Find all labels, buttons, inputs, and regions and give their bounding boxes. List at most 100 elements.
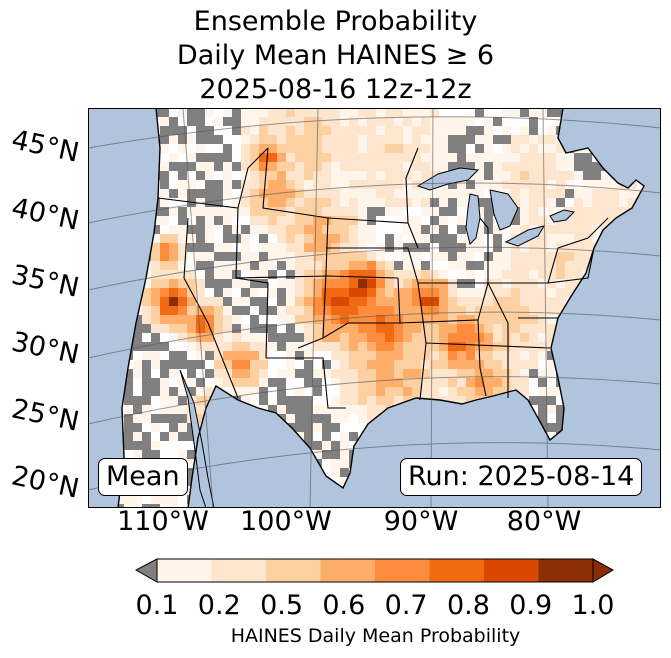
probability-cell (538, 126, 547, 135)
probability-cell (358, 144, 367, 153)
probability-cell (322, 153, 331, 162)
probability-cell (340, 270, 349, 279)
probability-cell (313, 234, 322, 243)
probability-cell (304, 279, 313, 288)
probability-cell (331, 189, 340, 198)
probability-cell (376, 180, 385, 189)
probability-cell (241, 252, 250, 261)
probability-cell (358, 306, 367, 315)
probability-cell (457, 216, 466, 225)
colorbar-over-triangle (592, 558, 615, 583)
probability-cell (529, 144, 538, 153)
probability-cell (313, 171, 322, 180)
probability-cell (475, 324, 484, 333)
colorbar (135, 558, 615, 583)
probability-cell (151, 423, 160, 432)
probability-cell (187, 324, 196, 333)
probability-cell (421, 117, 430, 126)
probability-cell (169, 297, 178, 306)
probability-cell (511, 306, 520, 315)
probability-cell (178, 297, 187, 306)
probability-cell (241, 162, 250, 171)
probability-cell (349, 342, 358, 351)
probability-cell (502, 162, 511, 171)
probability-cell (268, 144, 277, 153)
probability-cell (205, 162, 214, 171)
probability-cell (358, 180, 367, 189)
probability-cell (538, 261, 547, 270)
probability-cell (331, 162, 340, 171)
probability-cell (466, 378, 475, 387)
probability-cell (349, 225, 358, 234)
probability-cell (151, 396, 160, 405)
probability-cell (241, 153, 250, 162)
probability-cell (430, 108, 439, 117)
probability-cell (520, 360, 529, 369)
probability-cell (160, 306, 169, 315)
probability-cell (448, 324, 457, 333)
probability-cell (340, 189, 349, 198)
probability-cell (322, 144, 331, 153)
probability-cell (304, 180, 313, 189)
probability-cell (538, 216, 547, 225)
probability-cell (286, 126, 295, 135)
probability-cell (178, 180, 187, 189)
probability-cell (295, 261, 304, 270)
probability-cell (547, 117, 556, 126)
probability-cell (556, 189, 565, 198)
probability-cell (232, 288, 241, 297)
probability-cell (349, 360, 358, 369)
probability-cell (466, 333, 475, 342)
probability-cell (529, 378, 538, 387)
probability-cell (484, 189, 493, 198)
probability-cell (169, 324, 178, 333)
probability-cell (511, 288, 520, 297)
probability-cell (340, 441, 349, 450)
probability-cell (331, 459, 340, 468)
probability-cell (439, 144, 448, 153)
probability-cell (367, 252, 376, 261)
map-frame (88, 108, 661, 508)
probability-cell (349, 270, 358, 279)
probability-cell (295, 162, 304, 171)
probability-cell (619, 198, 628, 207)
probability-cell (466, 288, 475, 297)
probability-cell (358, 414, 367, 423)
probability-cell (241, 126, 250, 135)
probability-cell (502, 369, 511, 378)
probability-cell (394, 162, 403, 171)
probability-cell (439, 297, 448, 306)
probability-cell (439, 360, 448, 369)
colorbar-tick-label: 0.5 (260, 590, 304, 621)
probability-cell (493, 387, 502, 396)
probability-cell (178, 495, 187, 504)
probability-cell (178, 198, 187, 207)
probability-cell (232, 225, 241, 234)
probability-cell (394, 189, 403, 198)
probability-cell (304, 306, 313, 315)
probability-cell (376, 306, 385, 315)
state-borders (157, 147, 609, 409)
probability-cell (169, 225, 178, 234)
probability-cell (259, 162, 268, 171)
probability-cell (412, 171, 421, 180)
probability-cell (529, 261, 538, 270)
probability-cell (376, 387, 385, 396)
probability-cell (403, 108, 412, 117)
probability-cell (259, 117, 268, 126)
probability-cell (547, 243, 556, 252)
probability-cell (304, 198, 313, 207)
probability-cell (394, 342, 403, 351)
probability-cell (340, 162, 349, 171)
probability-cell (547, 387, 556, 396)
probability-cell (259, 144, 268, 153)
probability-cell (385, 162, 394, 171)
probability-cell (412, 153, 421, 162)
probability-cell (196, 369, 205, 378)
probability-cell (538, 342, 547, 351)
probability-cell (583, 261, 592, 270)
probability-cell (331, 342, 340, 351)
probability-cell (520, 153, 529, 162)
probability-cell (331, 360, 340, 369)
probability-cell (376, 198, 385, 207)
